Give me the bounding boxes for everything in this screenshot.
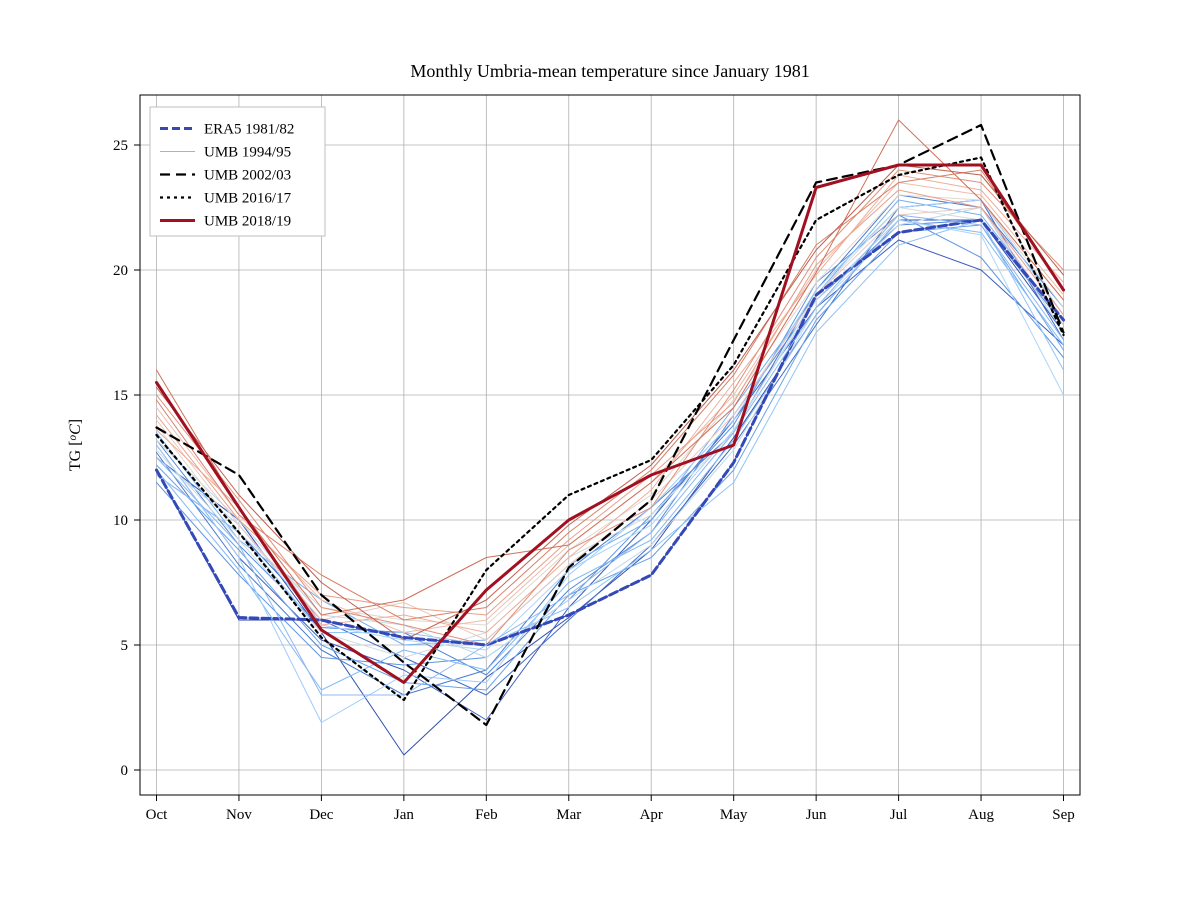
x-tick-label: Jul [890, 807, 908, 823]
legend-label: ERA5 1981/82 [204, 122, 294, 138]
x-tick-label: May [720, 807, 748, 823]
y-axis-label: TG [oC] [67, 419, 84, 471]
y-tick-label: 5 [121, 638, 129, 654]
legend-label: UMB 2002/03 [204, 168, 291, 184]
legend-label: UMB 2018/19 [204, 214, 291, 230]
y-tick-label: 0 [121, 763, 129, 779]
chart-title: Monthly Umbria-mean temperature since Ja… [410, 61, 809, 81]
x-tick-label: Sep [1052, 807, 1075, 823]
chart-container: Oct Nov Dec Jan Feb Mar Apr May Jun Jul Aug Sep 0 5 10… [0, 0, 1200, 900]
x-tick-label: Nov [226, 807, 252, 823]
x-tick-label: Jun [806, 807, 827, 823]
x-tick-label: Feb [475, 807, 498, 823]
legend-label: UMB 1994/95 [204, 145, 291, 161]
x-tick-label: Apr [640, 807, 663, 823]
y-tick-label: 15 [113, 388, 128, 404]
y-tick-label: 25 [113, 138, 128, 154]
x-tick-label: Aug [968, 807, 994, 823]
y-tick-label: 20 [113, 263, 128, 279]
line-chart: Oct Nov Dec Jan Feb Mar Apr May Jun Jul Aug Sep 0 5 10… [0, 0, 1200, 900]
x-tick-label: Jan [394, 807, 414, 823]
y-tick-label: 10 [113, 513, 128, 529]
x-tick-label: Mar [556, 807, 581, 823]
x-tick-label: Oct [146, 807, 168, 823]
x-tick-label: Dec [309, 807, 333, 823]
legend-label: UMB 2016/17 [204, 191, 292, 207]
